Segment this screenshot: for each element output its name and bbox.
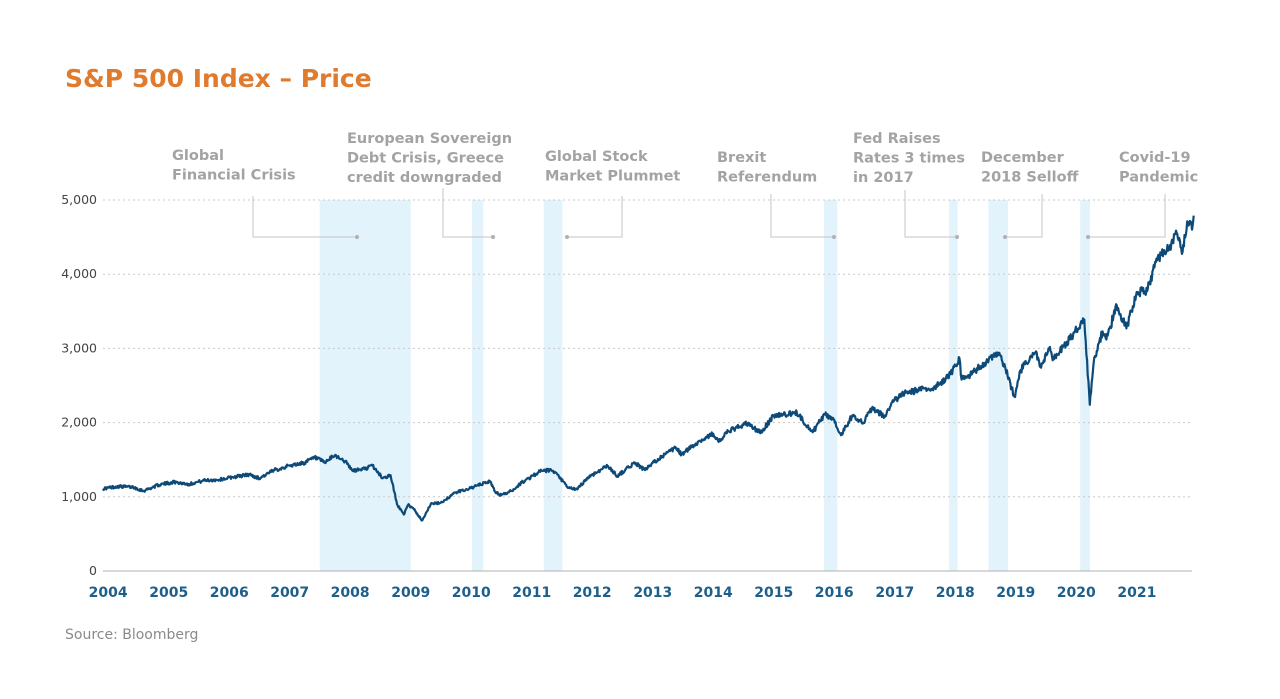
x-tick-label: 2006	[210, 585, 249, 601]
source-note: Source: Bloomberg	[65, 627, 198, 643]
chart-title: S&P 500 Index – Price	[65, 64, 372, 93]
y-tick-label: 0	[89, 563, 97, 578]
x-tick-label: 2010	[452, 585, 491, 601]
shaded-period-4	[949, 200, 958, 571]
annotation-leader-2	[567, 196, 623, 238]
annotation-label-5: December 2018 Selloff	[981, 150, 1079, 186]
annotation-marker-5	[1003, 235, 1007, 239]
annotation-label-2: Global Stock Market Plummet	[545, 149, 680, 185]
y-tick-label: 5,000	[61, 192, 97, 207]
annotation-marker-4	[955, 235, 959, 239]
shaded-periods	[319, 200, 1091, 571]
y-tick-label: 3,000	[61, 340, 97, 355]
annotation-label-1: European Sovereign Debt Crisis, Greece cre…	[347, 131, 512, 186]
annotation-label-6: Covid-19 Pandemic	[1119, 150, 1198, 186]
shaded-period-1	[471, 200, 484, 571]
shaded-period-2	[543, 200, 563, 571]
x-tick-label: 2017	[875, 585, 914, 601]
x-tick-label: 2011	[512, 585, 551, 601]
x-tick-label: 2018	[936, 585, 975, 601]
annotations: Global Financial Crisis European Sovereign…	[172, 131, 1198, 186]
x-tick-label: 2021	[1117, 585, 1156, 601]
x-tick-label: 2015	[754, 585, 793, 601]
series	[102, 215, 1195, 522]
shaded-period-0	[319, 200, 411, 571]
annotation-leader-1	[442, 188, 493, 238]
annotation-leader-6	[1088, 194, 1166, 238]
annotation-leader-3	[770, 194, 834, 238]
shaded-period-5	[988, 200, 1008, 571]
annotation-marker-0	[355, 235, 359, 239]
x-tick-label: 2014	[694, 585, 733, 601]
annotation-marker-2	[565, 235, 569, 239]
x-axis: 2004 2005 2006 2007 2008 2009 2010 2011 2012 2013…	[89, 585, 1157, 601]
annotation-marker-6	[1086, 235, 1090, 239]
annotation-label-4: Fed Raises Rates 3 times in 2017	[853, 131, 965, 186]
annotation-marker-1	[491, 235, 495, 239]
x-tick-label: 2004	[89, 585, 128, 601]
y-axis: 0 1,000 2,000 3,000 4,000 5,000	[61, 192, 97, 578]
x-tick-label: 2009	[391, 585, 430, 601]
x-tick-label: 2008	[331, 585, 370, 601]
annotation-leader-0	[252, 196, 357, 238]
gridlines	[103, 199, 1192, 572]
shaded-period-3	[824, 200, 838, 571]
annotation-leader-5	[1005, 194, 1043, 238]
x-tick-label: 2016	[815, 585, 854, 601]
y-tick-label: 4,000	[61, 266, 97, 281]
annotation-label-0: Global Financial Crisis	[172, 148, 296, 184]
x-tick-label: 2007	[270, 585, 309, 601]
y-tick-label: 1,000	[61, 489, 97, 504]
x-tick-label: 2019	[996, 585, 1035, 601]
annotation-marker-3	[832, 235, 836, 239]
x-tick-label: 2020	[1057, 585, 1096, 601]
shaded-period-6	[1080, 200, 1091, 571]
y-tick-label: 2,000	[61, 415, 97, 430]
annotation-leader-4	[904, 190, 957, 238]
x-tick-label: 2013	[633, 585, 672, 601]
annotation-brackets	[252, 188, 1166, 239]
series-line-0	[102, 215, 1195, 522]
annotation-label-3: Brexit Referendum	[717, 150, 817, 186]
x-tick-label: 2012	[573, 585, 612, 601]
x-tick-label: 2005	[149, 585, 188, 601]
